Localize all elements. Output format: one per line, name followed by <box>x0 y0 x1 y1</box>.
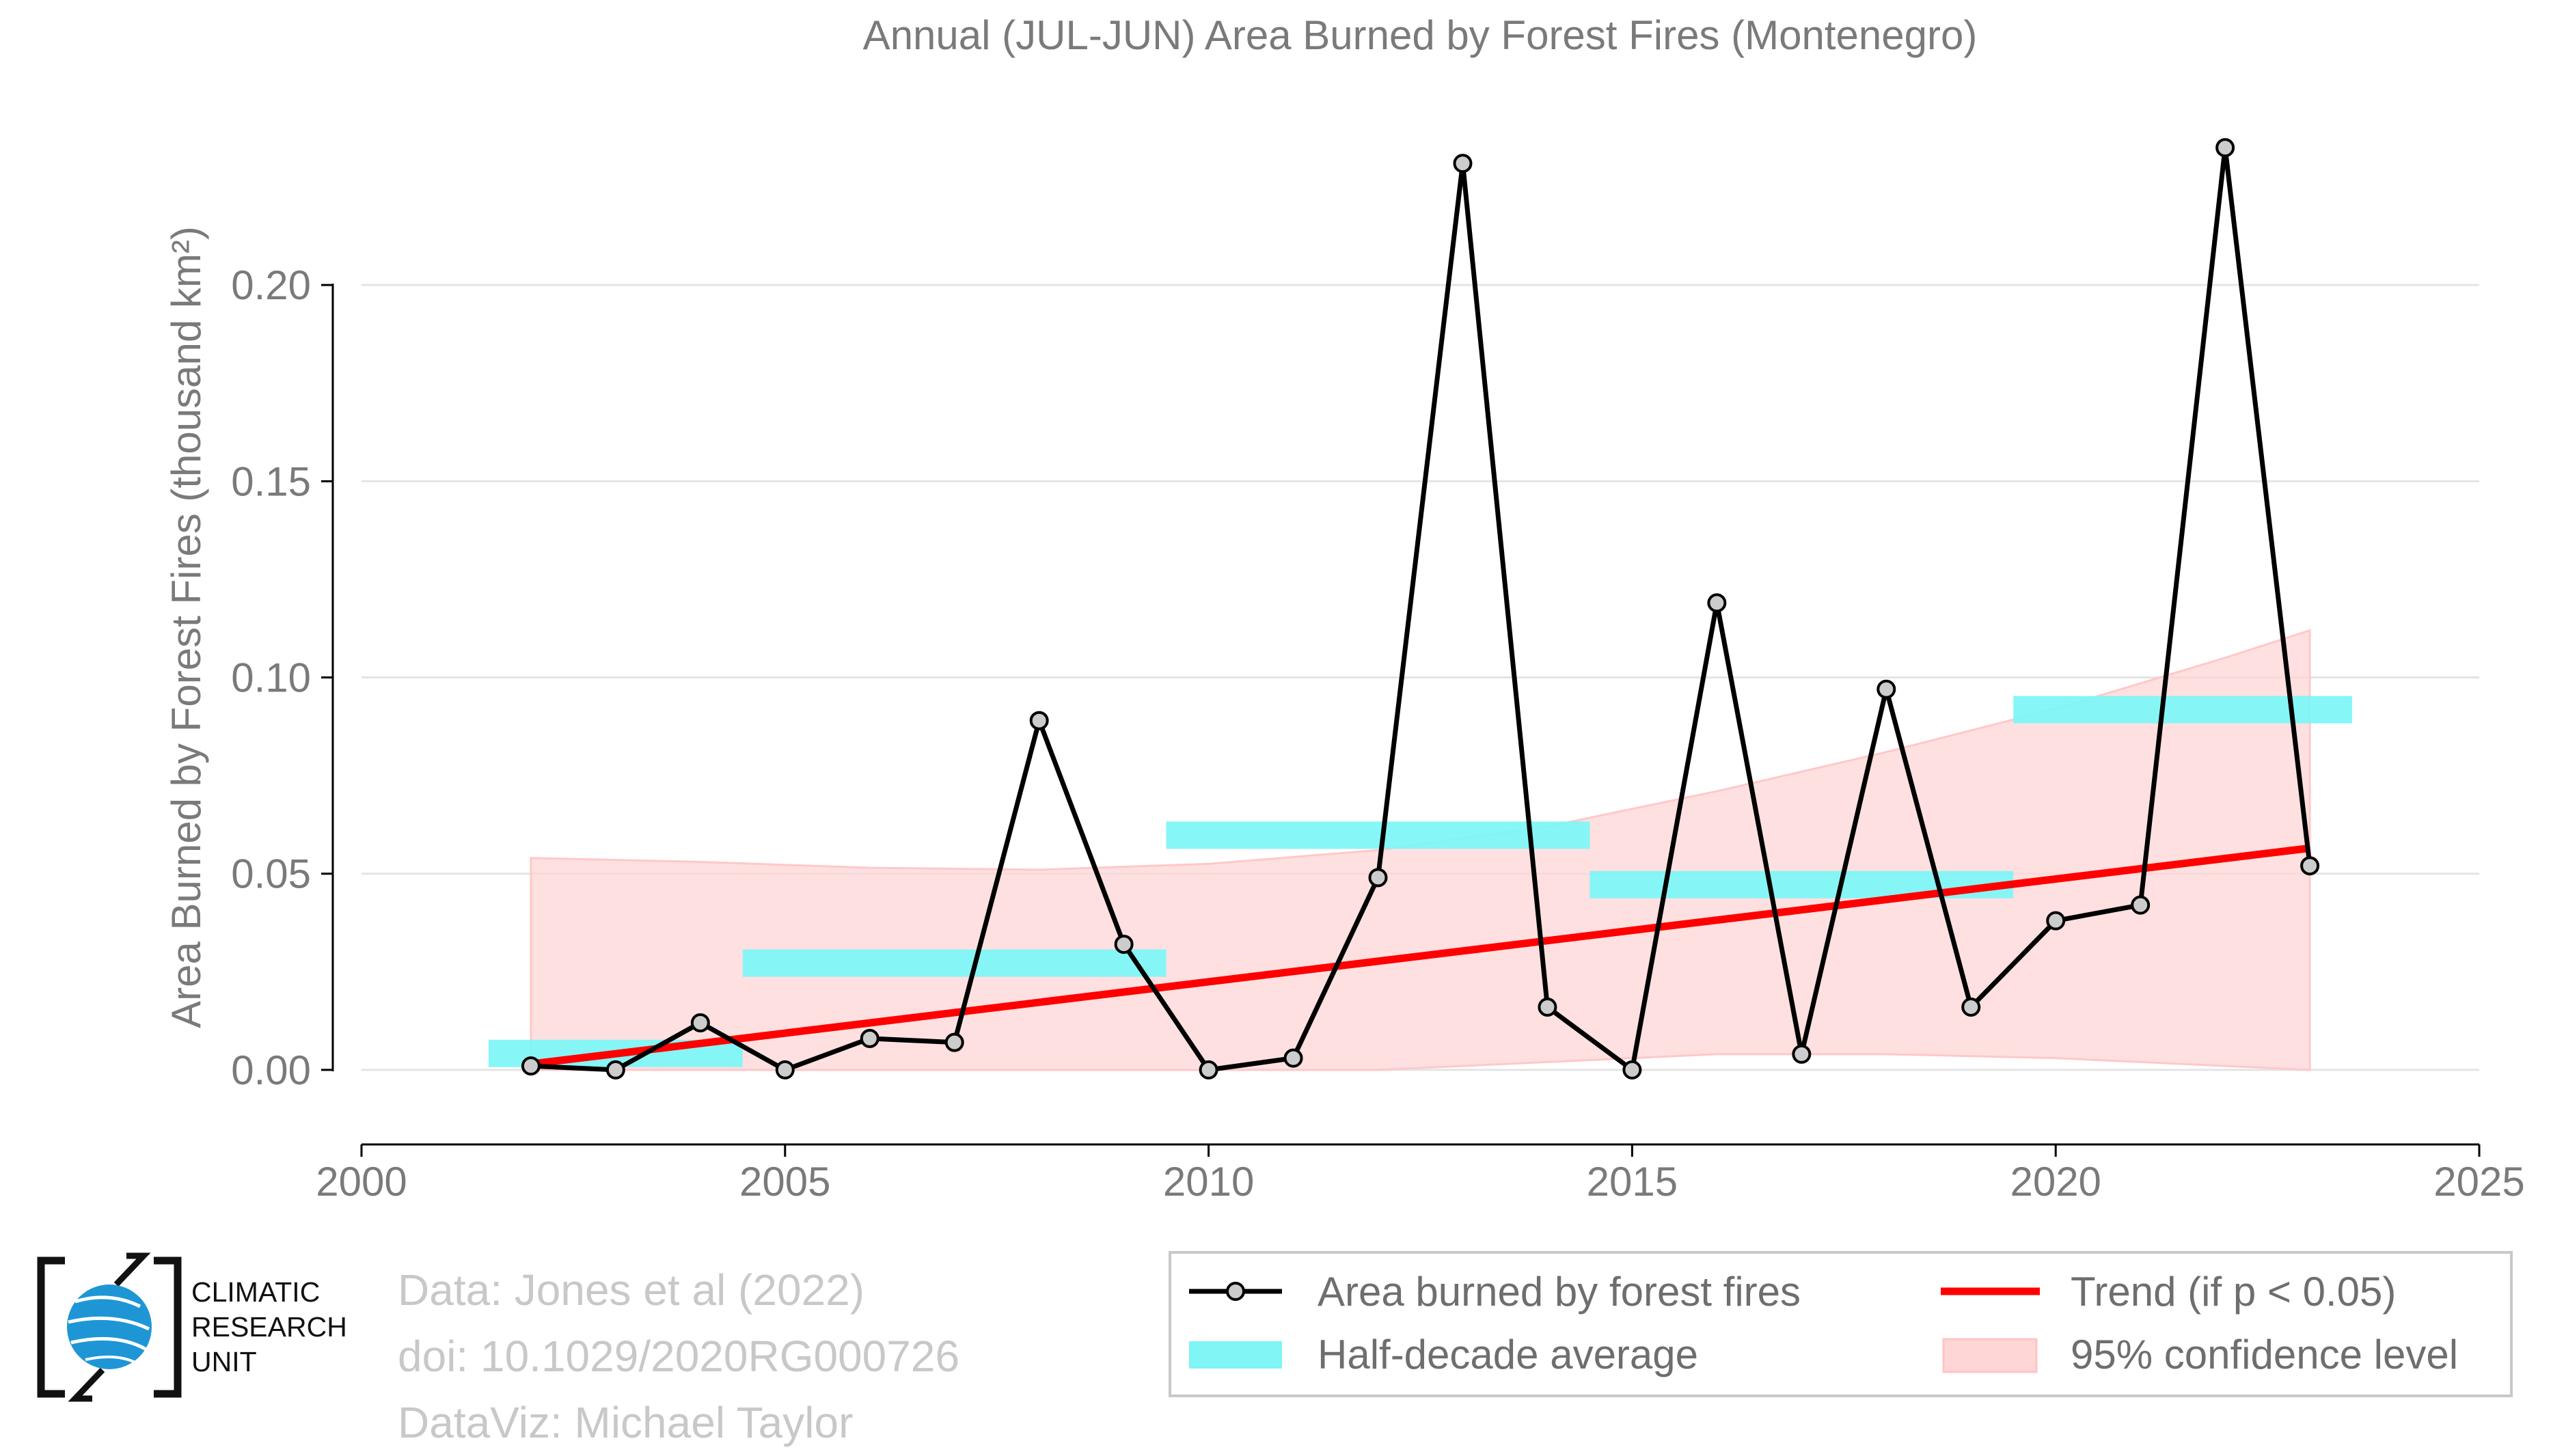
data-point-2023 <box>2300 856 2320 876</box>
legend-average-swatch <box>1189 1341 1282 1369</box>
cru-logo: CLIMATIC RESEARCH UNIT <box>37 1252 347 1402</box>
data-point-2020 <box>2046 911 2066 931</box>
data-point-2022 <box>2215 138 2235 158</box>
data-point-2010 <box>1199 1060 1218 1080</box>
data-point-2015 <box>1622 1060 1642 1080</box>
trend-line <box>530 844 2310 1068</box>
credit-dataviz: DataViz: Michael Taylor <box>398 1398 854 1447</box>
logo-line-research: RESEARCH <box>191 1311 347 1343</box>
data-point-2012 <box>1368 868 1388 888</box>
y-tick-label-3: 0.15 <box>231 458 311 504</box>
y-axis-label: Area Burned by Forest Fires (thousand km… <box>163 226 209 1028</box>
data-point-2014 <box>1538 997 1557 1017</box>
trend-layer <box>530 844 2310 1068</box>
legend-marker-swatch <box>1226 1282 1245 1301</box>
data-point-2004 <box>690 1013 710 1032</box>
data-point-2018 <box>1877 679 1896 699</box>
data-point-2013 <box>1453 154 1473 174</box>
credit-data-source: Data: Jones et al (2022) <box>398 1265 865 1315</box>
data-point-2006 <box>860 1028 879 1048</box>
legend-box <box>1169 1251 2513 1397</box>
credit-doi: doi: 10.1029/2020RG000726 <box>398 1332 960 1381</box>
legend-label-trend: Trend (if p < 0.05) <box>2071 1269 2396 1315</box>
half-decade-average-layer <box>488 696 2353 1067</box>
legend-label-confidence: 95% confidence level <box>2071 1332 2458 1377</box>
credits: Data: Jones et al (2022) doi: 10.1029/20… <box>398 1257 959 1456</box>
half-decade-bar-2 <box>1166 821 1590 849</box>
x-tick-label-2005: 2005 <box>739 1159 830 1205</box>
x-tick-label-2015: 2015 <box>1587 1159 1678 1205</box>
x-tick-label-2010: 2010 <box>1163 1159 1254 1205</box>
x-tick-label-2025: 2025 <box>2433 1159 2524 1205</box>
legend-band-swatch <box>1942 1338 2038 1373</box>
x-tick-label-2000: 2000 <box>316 1159 407 1205</box>
y-tick-label-0: 0.00 <box>231 1047 311 1093</box>
legend-label-area-burned: Area burned by forest fires <box>1318 1269 1801 1315</box>
legend-label-half-decade: Half-decade average <box>1318 1332 1698 1377</box>
series-line <box>530 145 2313 1073</box>
data-point-2016 <box>1707 593 1727 613</box>
tick-labels: 2000 2005 2010 2015 2020 2025 0.00 0.05 0.10 0.15… <box>231 262 2525 1205</box>
half-decade-bar-4 <box>2013 696 2353 724</box>
globe-icon <box>67 1285 152 1369</box>
logo-bracket-icon <box>37 1252 182 1402</box>
data-point-2003 <box>605 1060 625 1080</box>
data-point-2002 <box>521 1056 541 1076</box>
data-point-2017 <box>1792 1044 1812 1064</box>
chart-title: Annual (JUL-JUN) Area Burned by Forest F… <box>863 12 1978 58</box>
y-tick-label-2: 0.10 <box>231 655 311 701</box>
y-tick-label-1: 0.05 <box>231 851 311 897</box>
data-point-2007 <box>944 1032 964 1052</box>
y-tick-label-4: 0.20 <box>231 262 311 308</box>
data-point-2005 <box>775 1060 795 1080</box>
logo-line-unit: UNIT <box>191 1346 257 1377</box>
series-layer <box>521 138 2320 1080</box>
legend: Area burned by forest fires Trend (if p … <box>1169 1251 2513 1397</box>
data-point-2008 <box>1029 711 1049 730</box>
data-point-2011 <box>1283 1048 1303 1068</box>
half-decade-bar-1 <box>742 949 1167 977</box>
logo-line-climatic: CLIMATIC <box>191 1276 320 1308</box>
x-tick-label-2020: 2020 <box>2010 1159 2101 1205</box>
data-point-2021 <box>2131 895 2151 915</box>
data-point-2019 <box>1961 997 1981 1017</box>
data-point-2009 <box>1114 935 1134 954</box>
